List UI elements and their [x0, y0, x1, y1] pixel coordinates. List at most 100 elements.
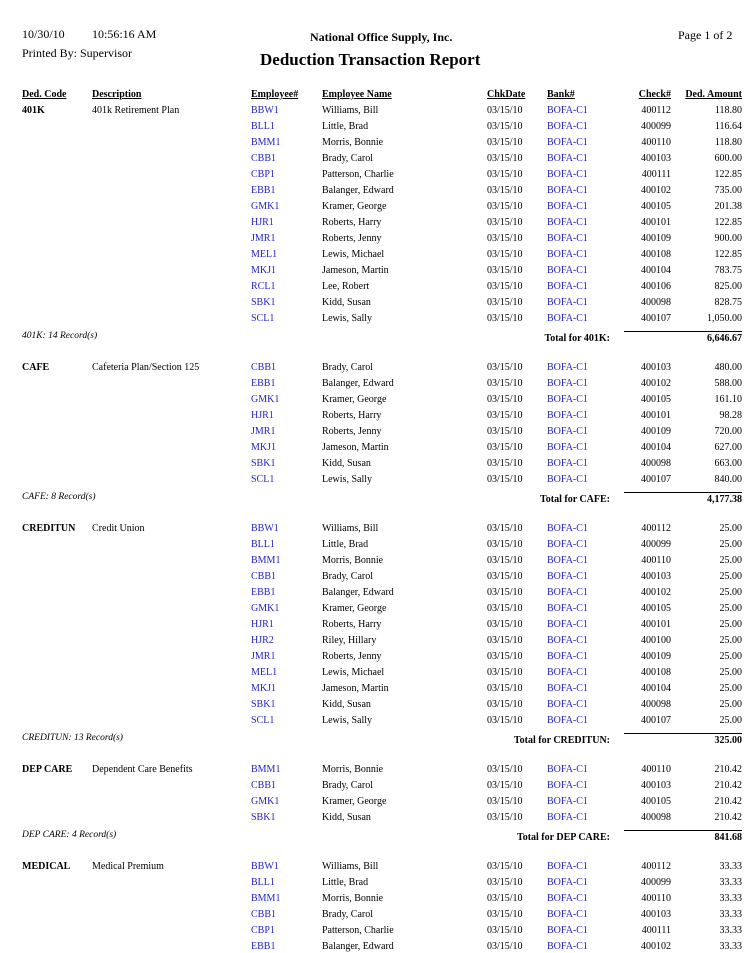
bank: BOFA-C1 — [547, 249, 588, 260]
report-page: 10/30/10 10:56:16 AM Printed By: Supervi… — [22, 27, 743, 952]
employee-id: HJR1 — [251, 619, 274, 630]
bank: BOFA-C1 — [547, 523, 588, 534]
bank: BOFA-C1 — [547, 667, 588, 678]
column-header: Employee# — [251, 89, 299, 100]
ded-description: Credit Union — [92, 523, 145, 534]
check-date: 03/15/10 — [487, 426, 523, 437]
total-rule — [624, 331, 742, 332]
employee-name: Balanger, Edward — [322, 378, 394, 389]
check-date: 03/15/10 — [487, 153, 523, 164]
check-date: 03/15/10 — [487, 764, 523, 775]
bank: BOFA-C1 — [547, 458, 588, 469]
bank: BOFA-C1 — [547, 861, 588, 872]
bank: BOFA-C1 — [547, 941, 588, 952]
ded-code: DEP CARE — [22, 764, 73, 775]
check-number: 400109 — [641, 426, 671, 437]
bank: BOFA-C1 — [547, 362, 588, 373]
check-number: 400104 — [641, 683, 671, 694]
bank: BOFA-C1 — [547, 796, 588, 807]
bank: BOFA-C1 — [547, 121, 588, 132]
employee-id: BLL1 — [251, 121, 275, 132]
employee-name: Lewis, Michael — [322, 249, 385, 260]
check-number: 400101 — [641, 410, 671, 421]
employee-name: Little, Brad — [322, 877, 369, 888]
amount: 118.80 — [714, 105, 742, 116]
check-date: 03/15/10 — [487, 442, 523, 453]
check-date: 03/15/10 — [487, 571, 523, 582]
amount: 25.00 — [719, 619, 743, 630]
check-date: 03/15/10 — [487, 893, 523, 904]
employee-name: Roberts, Jenny — [322, 651, 382, 662]
check-number: 400099 — [641, 877, 671, 888]
check-number: 400098 — [641, 699, 671, 710]
total-label: Total for 401K: — [544, 333, 610, 344]
employee-name: Brady, Carol — [322, 362, 374, 373]
record-count: CAFE: 8 Record(s) — [22, 492, 96, 502]
employee-name: Williams, Bill — [322, 523, 379, 534]
check-number: 400100 — [641, 635, 671, 646]
employee-id: EBB1 — [251, 378, 276, 389]
amount: 33.33 — [719, 861, 743, 872]
amount: 25.00 — [719, 667, 743, 678]
employee-id: BMM1 — [251, 555, 281, 566]
check-number: 400105 — [641, 796, 671, 807]
employee-id: HJR1 — [251, 410, 274, 421]
employee-name: Kidd, Susan — [322, 699, 371, 710]
column-header: Description — [92, 89, 142, 100]
check-date: 03/15/10 — [487, 281, 523, 292]
bank: BOFA-C1 — [547, 474, 588, 485]
column-header: Check# — [638, 89, 671, 100]
employee-name: Balanger, Edward — [322, 185, 394, 196]
employee-name: Morris, Bonnie — [322, 893, 384, 904]
employee-id: CBP1 — [251, 169, 275, 180]
bank: BOFA-C1 — [547, 217, 588, 228]
employee-id: CBP1 — [251, 925, 275, 936]
ded-description: Cafeteria Plan/Section 125 — [92, 362, 200, 373]
employee-id: SCL1 — [251, 313, 275, 324]
amount: 122.85 — [714, 249, 743, 260]
check-date: 03/15/10 — [487, 780, 523, 791]
bank: BOFA-C1 — [547, 105, 588, 116]
ded-description: Medical Premium — [92, 861, 164, 872]
employee-id: SCL1 — [251, 474, 275, 485]
bank: BOFA-C1 — [547, 683, 588, 694]
check-number: 400110 — [641, 137, 671, 148]
employee-id: EBB1 — [251, 185, 276, 196]
employee-name: Kramer, George — [322, 394, 387, 405]
employee-name: Patterson, Charlie — [322, 169, 394, 180]
check-date: 03/15/10 — [487, 877, 523, 888]
check-number: 400103 — [641, 362, 671, 373]
check-number: 400098 — [641, 812, 671, 823]
check-number: 400110 — [641, 893, 671, 904]
ded-description: Dependent Care Benefits — [92, 764, 193, 775]
employee-id: SBK1 — [251, 812, 276, 823]
check-number: 400102 — [641, 941, 671, 952]
bank: BOFA-C1 — [547, 153, 588, 164]
amount: 210.42 — [714, 796, 743, 807]
check-date: 03/15/10 — [487, 201, 523, 212]
employee-name: Lewis, Sally — [322, 474, 372, 485]
bank: BOFA-C1 — [547, 442, 588, 453]
employee-name: Jameson, Martin — [322, 683, 389, 694]
check-date: 03/15/10 — [487, 313, 523, 324]
amount: 25.00 — [719, 555, 743, 566]
check-number: 400110 — [641, 555, 671, 566]
employee-id: GMK1 — [251, 394, 280, 405]
employee-name: Kidd, Susan — [322, 297, 371, 308]
employee-name: Brady, Carol — [322, 780, 374, 791]
employee-id: SBK1 — [251, 458, 276, 469]
employee-name: Jameson, Martin — [322, 442, 389, 453]
employee-id: CBB1 — [251, 909, 277, 920]
check-date: 03/15/10 — [487, 137, 523, 148]
amount: 122.85 — [714, 217, 743, 228]
check-date: 03/15/10 — [487, 861, 523, 872]
bank: BOFA-C1 — [547, 893, 588, 904]
print-date: 10/30/10 — [22, 27, 65, 41]
employee-id: MKJ1 — [251, 265, 277, 276]
check-number: 400105 — [641, 603, 671, 614]
employee-id: SCL1 — [251, 715, 275, 726]
column-header: Bank# — [547, 89, 575, 100]
bank: BOFA-C1 — [547, 603, 588, 614]
total-rule — [624, 733, 742, 734]
check-number: 400107 — [641, 715, 671, 726]
